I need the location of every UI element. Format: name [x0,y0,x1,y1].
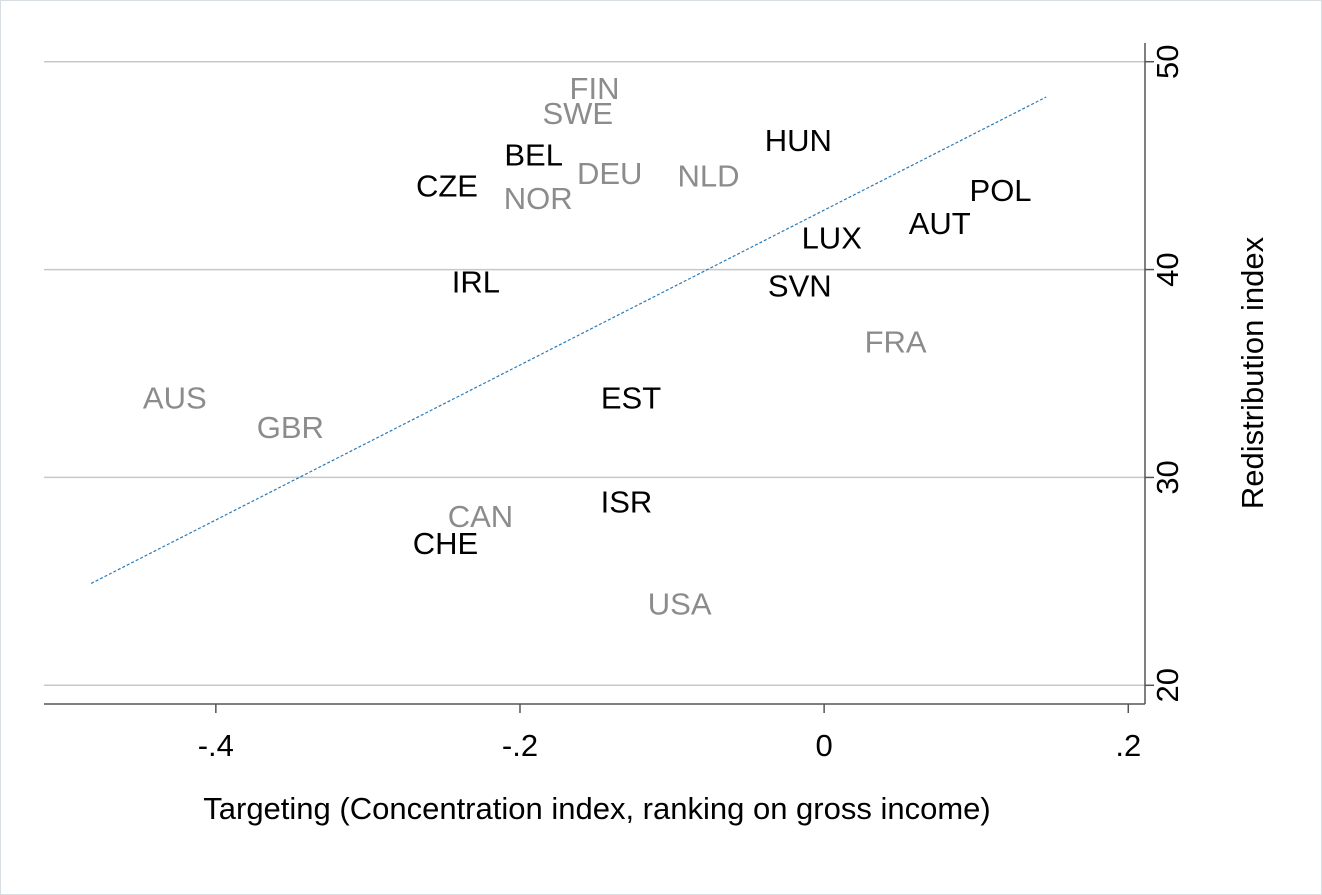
point-label: GBR [257,410,324,445]
x-axis-label: Targeting (Concentration index, ranking … [203,791,990,826]
y-tick-label: 50 [1150,44,1185,78]
x-tick-label: -.2 [502,728,538,763]
y-tick-label: 40 [1150,252,1185,286]
fit-line [90,96,1047,584]
point-label: SVN [768,268,832,303]
point-label: NLD [678,158,740,193]
x-tick-label: .2 [1115,728,1141,763]
point-label: USA [648,586,712,621]
point-label: IRL [452,264,500,299]
point-label: AUS [143,381,207,416]
x-tick-label: 0 [816,728,833,763]
y-tick-label: 20 [1150,668,1185,702]
point-label: AUT [909,206,971,241]
point-label: LUX [802,221,863,256]
point-label: CHE [413,526,478,561]
point-label: BEL [504,138,563,173]
point-label: CZE [416,169,478,204]
point-label: EST [601,381,661,416]
point-label: FIN [570,71,620,106]
point-label: POL [970,173,1032,208]
point-label: DEU [577,156,642,191]
x-tick-label: -.4 [198,728,234,763]
y-axis-label: Redistribution index [1235,236,1270,509]
point-label: ISR [601,485,653,520]
point-label: SWE [542,96,613,131]
point-label: FRA [865,325,927,360]
point-label: NOR [504,181,573,216]
y-tick-label: 30 [1150,460,1185,494]
point-label: HUN [765,123,832,158]
point-label: CAN [448,499,513,534]
